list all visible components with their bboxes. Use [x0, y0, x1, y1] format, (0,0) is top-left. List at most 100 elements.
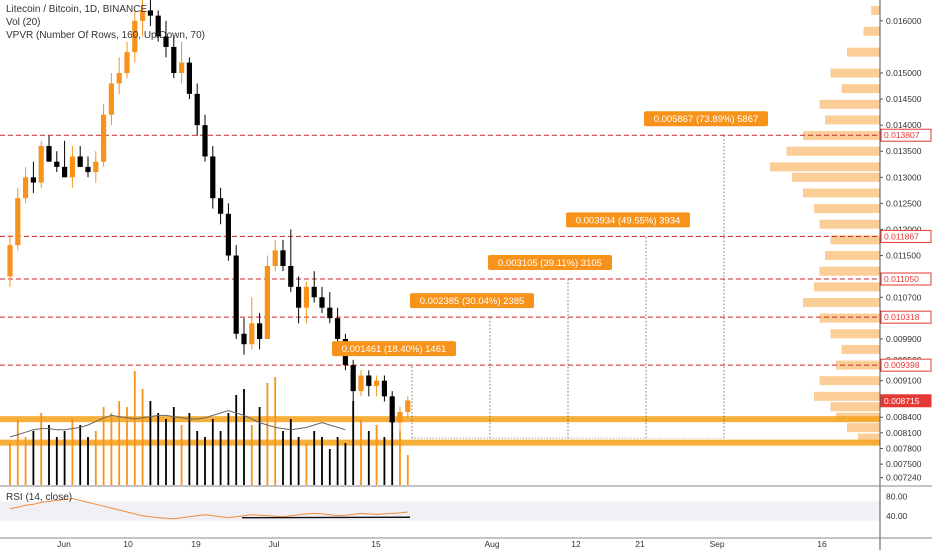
vpvr-bar [847, 423, 880, 432]
candle-body [7, 245, 12, 276]
vpvr-bar [847, 48, 880, 57]
price-tick-label: 0.008100 [886, 428, 922, 438]
price-badge-label: 0.008715 [884, 396, 920, 406]
price-tick-label: 0.009100 [886, 376, 922, 386]
volume-legend: Vol (20) [6, 17, 40, 28]
vpvr-bar [814, 392, 880, 401]
candle-body [327, 308, 332, 318]
volume-bar [407, 455, 409, 485]
vpvr-bar [814, 204, 880, 213]
volume-bar [87, 437, 89, 485]
vpvr-bar [820, 100, 881, 109]
volume-bar [33, 431, 35, 485]
vpvr-bar [831, 69, 881, 78]
vpvr-bar [803, 188, 880, 197]
candle-body [366, 375, 371, 385]
candle-body [249, 323, 254, 344]
candle-body [296, 287, 301, 308]
price-badge-label: 0.009398 [884, 360, 920, 370]
support-zone [0, 416, 880, 422]
candle-body [390, 396, 395, 422]
volume-bar [126, 407, 128, 485]
vpvr-legend: VPVR (Number Of Rows, 160, Up/Down, 70) [6, 30, 205, 41]
candle-body [148, 10, 153, 15]
price-tick-label: 0.007800 [886, 443, 922, 453]
volume-bar [243, 389, 245, 485]
volume-bar [189, 413, 191, 485]
price-badge-label: 0.010318 [884, 312, 920, 322]
volume-bar [306, 443, 308, 485]
price-badge-label: 0.013807 [884, 130, 920, 140]
price-tick-label: 0.016000 [886, 16, 922, 26]
volume-bar [313, 431, 315, 485]
vpvr-bar [842, 345, 881, 354]
candle-body [117, 73, 122, 83]
vpvr-bar [803, 298, 880, 307]
volume-bar [345, 443, 347, 485]
candle-body [405, 401, 410, 412]
candle-body [218, 198, 223, 214]
vpvr-bar [831, 329, 881, 338]
volume-bar [337, 437, 339, 485]
candle-body [397, 412, 402, 422]
candle-body [31, 177, 36, 182]
candle-body [93, 162, 98, 172]
volume-bar [384, 437, 386, 485]
time-tick-label: Aug [484, 539, 499, 549]
volume-bar [290, 419, 292, 485]
candle-body [312, 287, 317, 297]
volume-bar [64, 431, 66, 485]
candle-body [46, 146, 51, 162]
time-tick-label: Jul [269, 539, 280, 549]
time-tick-label: 21 [635, 539, 645, 549]
volume-bar [399, 431, 401, 485]
volume-bar [251, 425, 253, 485]
volume-bar [196, 431, 198, 485]
rsi-band [0, 501, 880, 520]
volume-bar [150, 401, 152, 485]
candle-body [202, 125, 207, 156]
target-label: 0.003934 (49.55%) 3934 [576, 215, 681, 226]
time-tick-label: 12 [571, 539, 581, 549]
volume-bar [204, 437, 206, 485]
candle-body [101, 115, 106, 162]
candle-body [351, 365, 356, 391]
volume-bar [9, 443, 11, 485]
vpvr-bar [787, 147, 881, 156]
vpvr-bar [820, 220, 881, 229]
candle-body [62, 167, 67, 177]
candle-body [273, 250, 278, 266]
volume-bar [282, 431, 284, 485]
volume-bar [321, 437, 323, 485]
support-zone [0, 440, 880, 446]
volume-bar [329, 449, 331, 485]
candle-body [187, 63, 192, 94]
vpvr-bar [820, 267, 881, 276]
price-tick-label: 0.007500 [886, 459, 922, 469]
rsi-legend: RSI (14, close) [6, 492, 72, 503]
volume-bar [298, 437, 300, 485]
candle-body [374, 381, 379, 386]
price-tick-label: 0.009900 [886, 334, 922, 344]
volume-bar [56, 437, 58, 485]
candle-body [54, 162, 59, 167]
volume-bar [79, 425, 81, 485]
volume-bar [142, 389, 144, 485]
price-tick-label: 0.014500 [886, 94, 922, 104]
candle-body [335, 318, 340, 339]
volume-bar [25, 437, 27, 485]
candle-body [234, 256, 239, 334]
volume-bar [165, 419, 167, 485]
symbol-legend: Litecoin / Bitcoin, 1D, BINANCE [6, 4, 147, 15]
vpvr-bar [842, 84, 881, 93]
candle-body [39, 146, 44, 183]
price-tick-label: 0.015000 [886, 68, 922, 78]
candle-body [280, 250, 285, 266]
vpvr-bar [820, 376, 881, 385]
time-tick-label: Jun [57, 539, 71, 549]
candle-body [288, 266, 293, 287]
candle-body [265, 266, 270, 339]
vpvr-bar [864, 27, 881, 36]
